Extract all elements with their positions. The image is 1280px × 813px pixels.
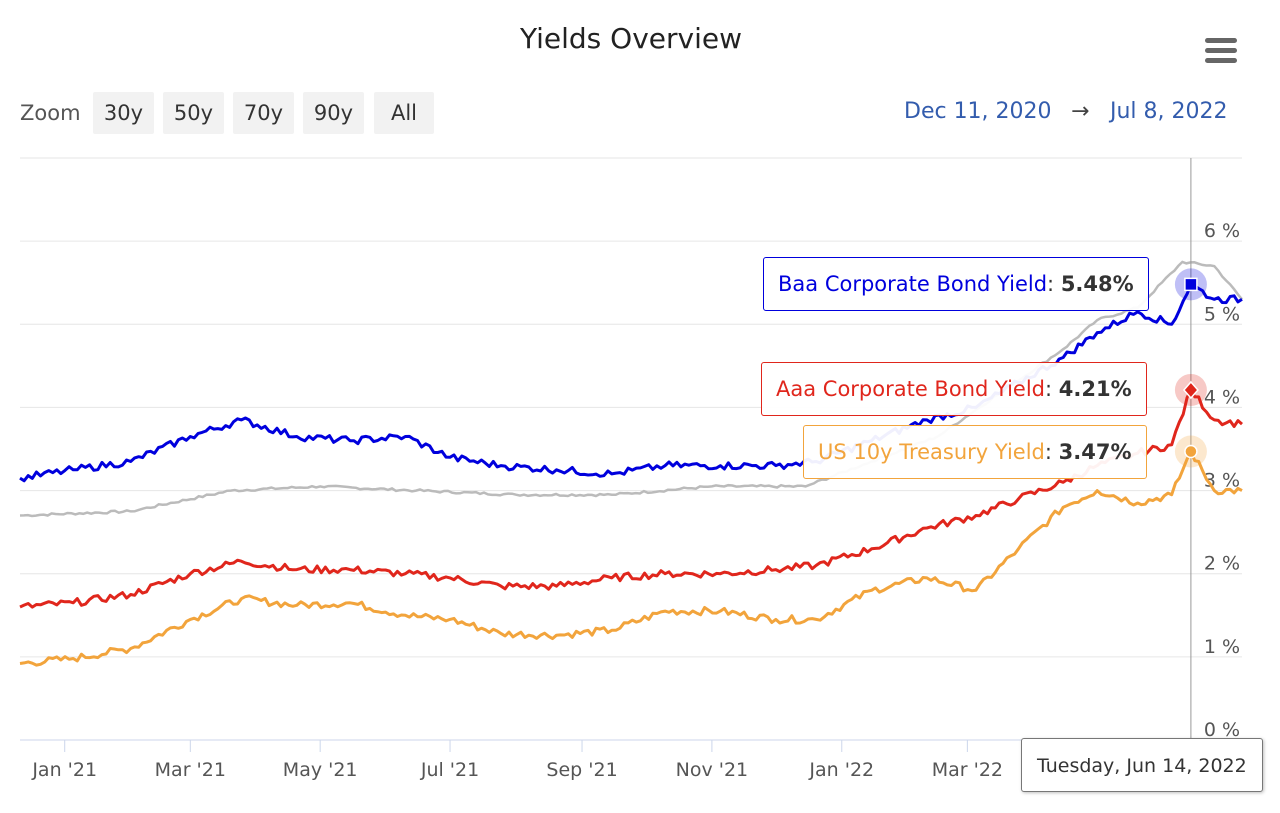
x-tick-label: Mar '22 <box>932 759 1003 781</box>
tooltip-baa: Baa Corporate Bond Yield: 5.48% <box>763 257 1149 311</box>
hamburger-menu-icon[interactable] <box>1200 34 1240 68</box>
x-tick-label: Nov '21 <box>676 759 749 781</box>
tooltip-aaa: Aaa Corporate Bond Yield: 4.21% <box>761 362 1147 416</box>
marker-diamond <box>1182 380 1199 400</box>
x-tick-label: May '21 <box>283 759 358 781</box>
tooltip-aaa-value: 4.21% <box>1058 377 1132 401</box>
tooltip-treasury: US 10y Treasury Yield: 3.47% <box>803 425 1147 479</box>
y-tick-label: 5 % <box>1204 303 1240 325</box>
range-from-date[interactable]: Dec 11, 2020 <box>904 99 1052 124</box>
tooltip-treasury-value: 3.47% <box>1058 440 1132 464</box>
y-tick-label: 6 % <box>1204 220 1240 242</box>
series-line-2 <box>19 450 1243 667</box>
chart-title: Yields Overview <box>520 22 742 55</box>
x-tick-label: Mar '21 <box>155 759 226 781</box>
marker-square <box>1184 277 1198 292</box>
y-tick-label: 0 % <box>1204 719 1240 741</box>
tooltip-treasury-series: US 10y Treasury Yield <box>818 440 1045 464</box>
zoom-50y-button[interactable]: 50y <box>163 92 224 134</box>
range-to-date[interactable]: Jul 8, 2022 <box>1110 99 1228 124</box>
hover-markers <box>1174 268 1207 468</box>
x-tick-label: Jan '21 <box>31 759 97 781</box>
zoom-30y-button[interactable]: 30y <box>93 92 154 134</box>
zoom-label: Zoom <box>20 101 81 125</box>
zoom-70y-button[interactable]: 70y <box>233 92 294 134</box>
tooltip-baa-series: Baa Corporate Bond Yield <box>778 272 1048 296</box>
y-tick-label: 4 % <box>1204 386 1240 408</box>
marker-circle <box>1184 444 1198 459</box>
x-tick-label: Jan '22 <box>808 759 874 781</box>
x-tick-label: Jul '21 <box>420 759 479 781</box>
tooltip-date: Tuesday, Jun 14, 2022 <box>1021 738 1263 792</box>
y-tick-label: 2 % <box>1204 553 1240 575</box>
tooltip-aaa-series: Aaa Corporate Bond Yield <box>776 377 1046 401</box>
x-tick-label: Sep '21 <box>546 759 617 781</box>
range-arrow-icon: → <box>1071 99 1090 124</box>
tooltip-baa-value: 5.48% <box>1060 272 1134 296</box>
zoom-all-button[interactable]: All <box>374 92 434 134</box>
zoom-90y-button[interactable]: 90y <box>303 92 364 134</box>
series-line-1 <box>19 388 1243 609</box>
y-tick-label: 1 % <box>1204 636 1240 658</box>
